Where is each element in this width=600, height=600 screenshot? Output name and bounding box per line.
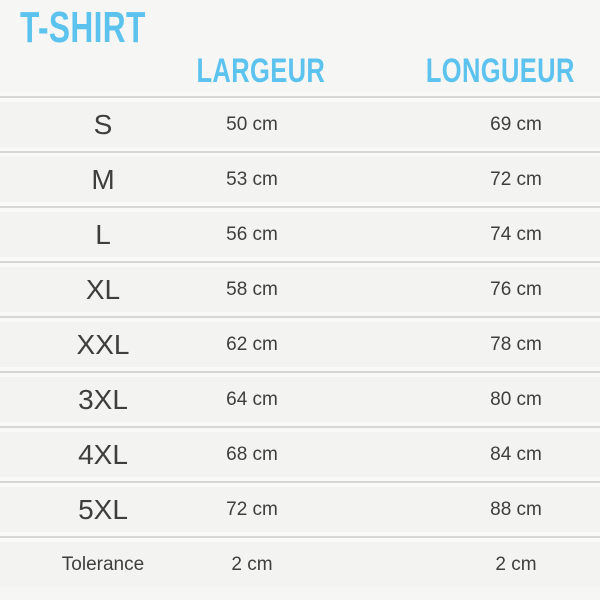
- divider-line: [0, 151, 600, 153]
- table-row: Tolerance 2 cm 2 cm: [0, 542, 600, 587]
- row-divider: [0, 202, 600, 212]
- largeur-cell: 64 cm: [226, 388, 278, 410]
- largeur-cell: 72 cm: [226, 498, 278, 520]
- divider-line: [0, 536, 600, 538]
- size-cell: S: [93, 108, 113, 140]
- longueur-cell: 72 cm: [490, 168, 542, 190]
- size-cell: Tolerance: [61, 553, 145, 575]
- table-row: XL 58 cm 76 cm: [0, 267, 600, 312]
- divider-line: [0, 426, 600, 428]
- longueur-cell: 76 cm: [490, 278, 542, 300]
- table-row: XXL 62 cm 78 cm: [0, 322, 600, 367]
- divider-line: [0, 316, 600, 318]
- table-row: 3XL 64 cm 80 cm: [0, 377, 600, 422]
- size-cell: L: [95, 218, 111, 250]
- row-divider: [0, 312, 600, 322]
- longueur-cell: 69 cm: [490, 113, 542, 135]
- longueur-cell: 88 cm: [490, 498, 542, 520]
- row-divider: [0, 147, 600, 157]
- divider-line: [0, 206, 600, 208]
- divider-line: [0, 96, 600, 98]
- longueur-cell: 84 cm: [490, 443, 542, 465]
- row-divider: [0, 532, 600, 542]
- table-row: 4XL 68 cm 84 cm: [0, 432, 600, 477]
- largeur-cell: 53 cm: [226, 168, 278, 190]
- table-row: S 50 cm 69 cm: [0, 102, 600, 147]
- largeur-cell: 68 cm: [226, 443, 278, 465]
- longueur-cell: 78 cm: [490, 333, 542, 355]
- longueur-cell: 2 cm: [495, 553, 537, 575]
- size-cell: M: [91, 163, 115, 195]
- table-row: M 53 cm 72 cm: [0, 157, 600, 202]
- largeur-cell: 56 cm: [226, 223, 278, 245]
- page-title: T-SHIRT: [20, 3, 146, 52]
- size-cell: XXL: [76, 328, 130, 360]
- column-header-longueur: LONGUEUR: [426, 52, 576, 90]
- row-divider: [0, 257, 600, 267]
- row-divider: [0, 367, 600, 377]
- table-row: L 56 cm 74 cm: [0, 212, 600, 257]
- largeur-cell: 58 cm: [226, 278, 278, 300]
- divider-line: [0, 261, 600, 263]
- longueur-cell: 74 cm: [490, 223, 542, 245]
- row-divider: [0, 477, 600, 487]
- size-cell: XL: [85, 273, 121, 305]
- column-header-largeur: LARGEUR: [196, 52, 326, 90]
- size-cell: 4XL: [78, 438, 128, 470]
- divider-line: [0, 481, 600, 483]
- table-header-row: LARGEUR LONGUEUR: [0, 50, 600, 92]
- size-cell: 3XL: [78, 383, 128, 415]
- row-divider: [0, 422, 600, 432]
- largeur-cell: 62 cm: [226, 333, 278, 355]
- largeur-cell: 50 cm: [226, 113, 278, 135]
- table-row: 5XL 72 cm 88 cm: [0, 487, 600, 532]
- divider-line: [0, 371, 600, 373]
- header-divider: [0, 92, 600, 102]
- size-table-body: S 50 cm 69 cm M 53 cm 72 cm L 56 cm 74 c…: [0, 102, 600, 587]
- longueur-cell: 80 cm: [490, 388, 542, 410]
- largeur-cell: 2 cm: [231, 553, 273, 575]
- column-header-size: [0, 54, 175, 88]
- size-cell: 5XL: [78, 493, 128, 525]
